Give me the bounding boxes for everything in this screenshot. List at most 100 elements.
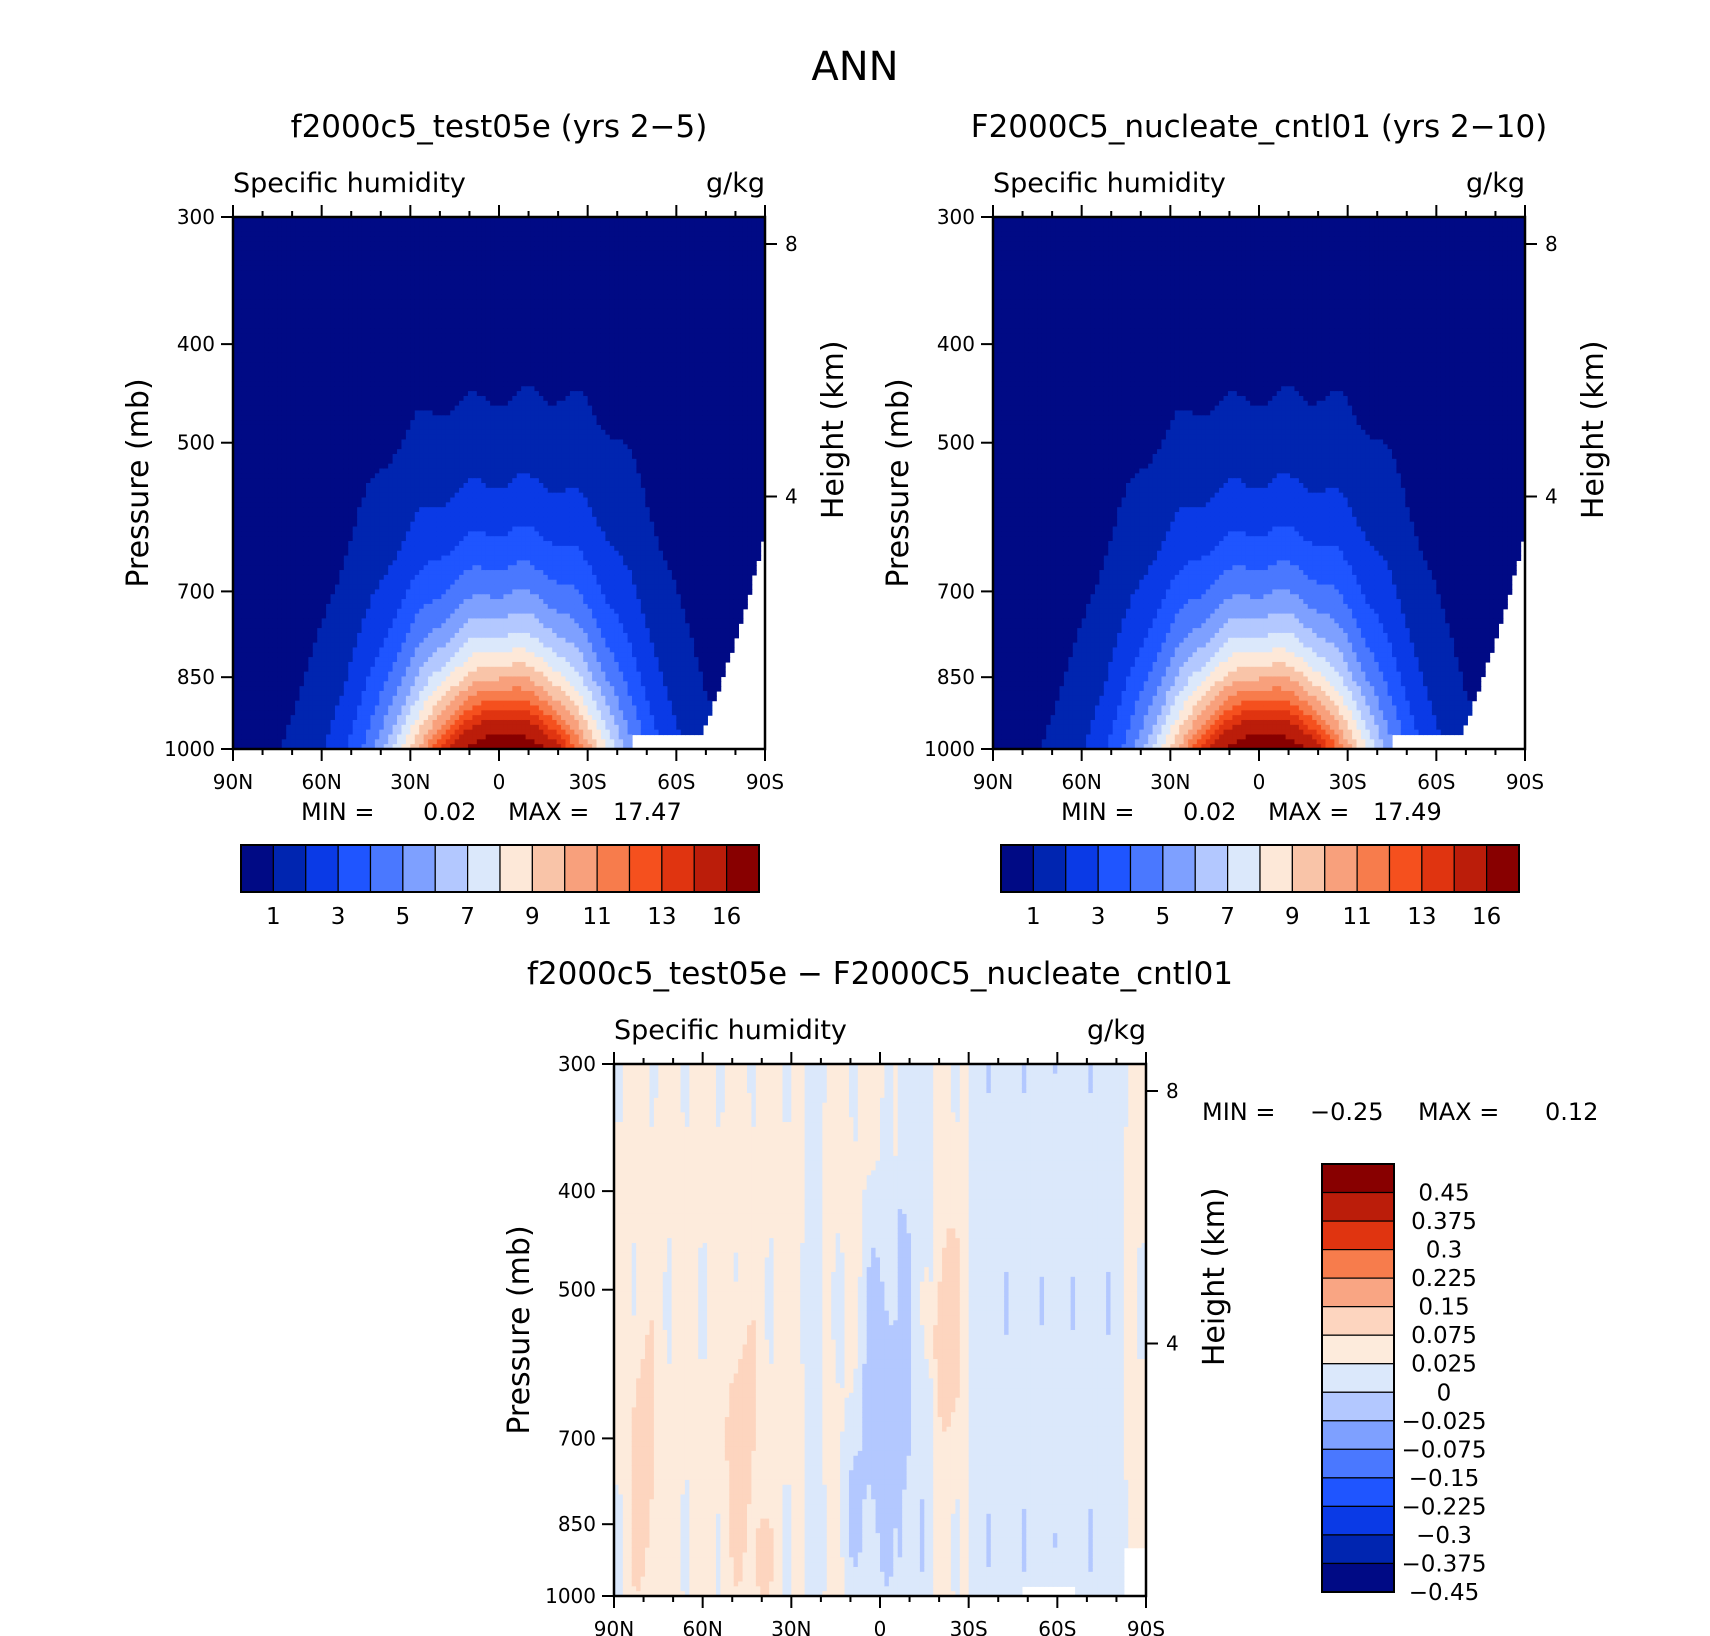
contour-cell: [357, 642, 363, 649]
contour-cell: [286, 744, 292, 750]
contour-cell: [334, 744, 340, 750]
contour-cell: [233, 497, 239, 503]
contour-cell: [361, 313, 367, 320]
contour-cell: [419, 308, 425, 315]
contour-cell: [357, 666, 363, 673]
contour-cell: [299, 661, 305, 668]
contour-cell: [379, 734, 385, 740]
contour-cell: [370, 502, 376, 508]
contour-cell: [246, 250, 252, 257]
contour-cell: [255, 526, 261, 532]
contour-cell: [317, 589, 323, 595]
contour-cell: [352, 666, 358, 673]
contour-cell: [352, 594, 358, 600]
contour-cell: [397, 410, 403, 416]
contour-cell: [334, 371, 340, 378]
contour-cell: [317, 468, 323, 474]
contour-cell: [383, 444, 389, 450]
contour-cell: [264, 270, 270, 276]
contour-cell: [401, 400, 407, 407]
contour-cell: [330, 579, 336, 586]
contour-cell: [401, 541, 407, 547]
contour-cell: [361, 671, 367, 678]
contour-cell: [357, 594, 363, 600]
contour-cell: [419, 661, 425, 668]
contour-cell: [272, 507, 278, 513]
contour-cell: [357, 250, 363, 257]
contour-cell: [255, 681, 261, 687]
contour-cell: [410, 719, 416, 726]
contour-cell: [397, 715, 403, 721]
contour-cell: [352, 424, 358, 431]
contour-cell: [277, 584, 283, 590]
contour-cell: [361, 574, 367, 581]
contour-cell: [264, 352, 270, 358]
contour-cell: [326, 502, 332, 508]
contour-cell: [379, 618, 385, 624]
contour-cell: [246, 541, 252, 547]
contour-cell: [281, 652, 287, 658]
contour-cell: [237, 328, 243, 334]
contour-cell: [286, 449, 292, 455]
contour-cell: [401, 429, 407, 436]
contour-cell: [383, 570, 389, 576]
contour-cell: [334, 395, 340, 402]
contour-cell: [357, 613, 363, 620]
contour-cell: [312, 236, 318, 242]
contour-cell: [255, 386, 261, 392]
contour-cell: [379, 647, 385, 653]
contour-cell: [405, 507, 411, 513]
contour-cell: [233, 734, 239, 740]
contour-cell: [308, 628, 314, 634]
contour-cell: [352, 657, 358, 663]
contour-cell: [410, 710, 416, 716]
contour-cell: [357, 458, 363, 465]
contour-cell: [233, 512, 239, 518]
contour-cell: [374, 671, 380, 678]
contour-cell: [312, 468, 318, 474]
contour-cell: [268, 589, 274, 595]
contour-cell: [339, 744, 345, 750]
contour-cell: [308, 584, 314, 590]
contour-cell: [397, 570, 403, 576]
contour-cell: [428, 628, 434, 634]
contour-cell: [321, 468, 327, 474]
contour-cell: [326, 217, 332, 223]
contour-cell: [343, 458, 349, 465]
contour-cell: [277, 603, 283, 610]
contour-cell: [397, 550, 403, 557]
contour-cell: [423, 608, 429, 615]
contour-cell: [383, 555, 389, 561]
contour-cell: [330, 661, 336, 668]
contour-cell: [352, 400, 358, 407]
contour-cell: [334, 536, 340, 542]
contour-cell: [233, 632, 239, 639]
contour-cell: [352, 304, 358, 310]
contour-cell: [410, 449, 416, 455]
contour-cell: [388, 661, 394, 668]
contour-cell: [264, 275, 270, 281]
contour-cell: [268, 512, 274, 518]
contour-cell: [241, 613, 247, 620]
contour-cell: [432, 366, 438, 373]
contour-cell: [295, 642, 301, 649]
contour-cell: [250, 686, 256, 692]
contour-cell: [370, 739, 376, 745]
contour-cell: [361, 226, 367, 233]
contour-cell: [428, 439, 434, 445]
contour-cell: [361, 661, 367, 668]
contour-cell: [428, 695, 434, 702]
contour-cell: [379, 497, 385, 503]
contour-cell: [388, 584, 394, 590]
contour-cell: [272, 589, 278, 595]
contour-cell: [366, 608, 372, 615]
contour-cell: [286, 700, 292, 707]
contour-cell: [419, 681, 425, 687]
contour-cell: [388, 497, 394, 503]
contour-cell: [383, 623, 389, 629]
contour-cell: [414, 531, 420, 537]
contour-cell: [264, 468, 270, 474]
contour-cell: [428, 734, 434, 740]
contour-cell: [352, 507, 358, 513]
contour-cell: [339, 695, 345, 702]
